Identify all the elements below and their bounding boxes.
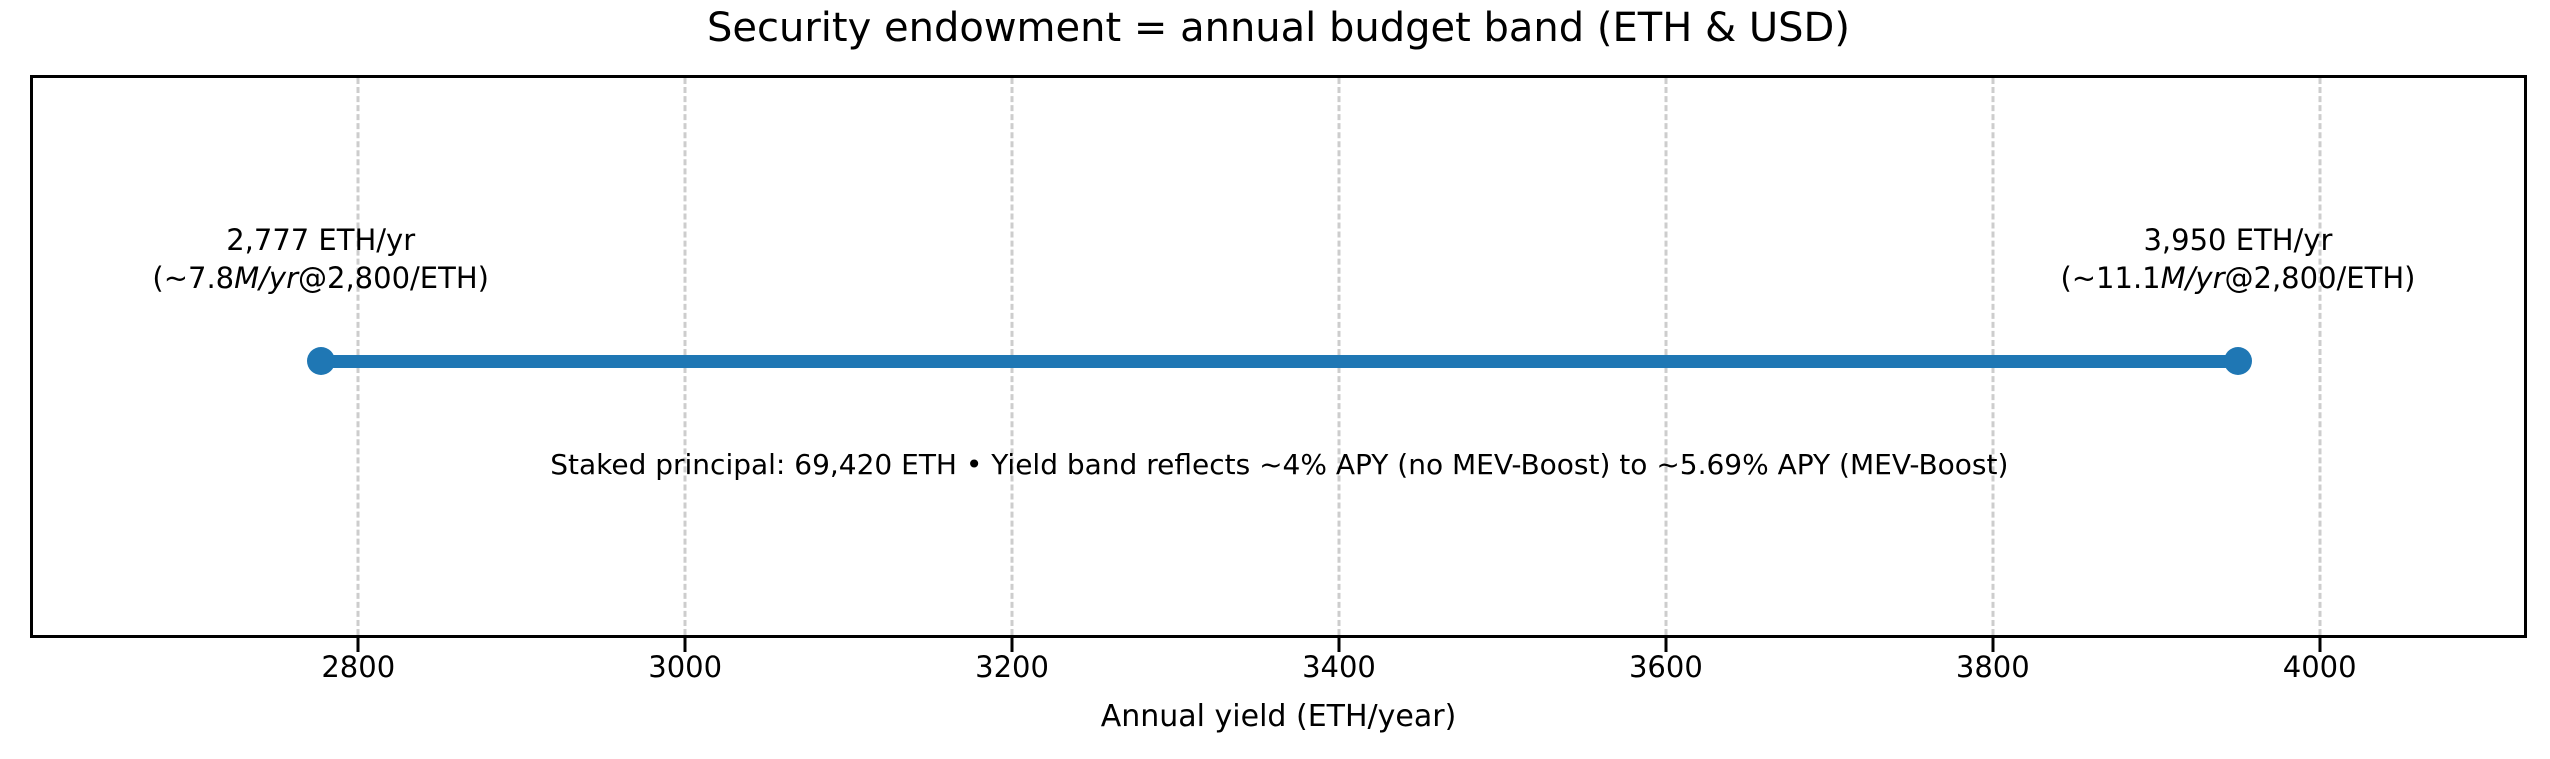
band-max-label-line1: 3,950 ETH/yr: [2143, 223, 2333, 257]
x-tick-label-3000: 3000: [648, 650, 723, 684]
plot-area: 2,777 ETH/yr (~7.8M/yr@2,800/ETH) 3,950 …: [30, 75, 2527, 682]
band-max-label: 3,950 ETH/yr (~11.1M/yr@2,800/ETH): [2060, 221, 2415, 297]
x-tick-4000: [2318, 638, 2322, 652]
x-tick-label-3600: 3600: [1628, 650, 1703, 684]
band-marker-max: [2223, 347, 2252, 375]
x-tick-label-3400: 3400: [1302, 650, 1376, 684]
x-tick-3800: [1991, 638, 1995, 652]
x-tick-3200: [1010, 638, 1014, 652]
x-tick-label-4000: 4000: [2282, 650, 2357, 684]
x-tick-label-2800: 2800: [321, 650, 396, 684]
band-min-label-line2: (~7.8M/yr@2,800/ETH): [152, 261, 489, 295]
x-tick-3600: [1664, 638, 1668, 652]
x-tick-label-3800: 3800: [1955, 650, 2030, 684]
x-tick-3000: [683, 638, 687, 652]
band-marker-min: [306, 347, 335, 375]
band-min-label: 2,777 ETH/yr (~7.8M/yr@2,800/ETH): [152, 221, 489, 297]
band-max-label-line2: (~11.1M/yr@2,800/ETH): [2060, 261, 2416, 295]
gridline-4000: [2318, 78, 2322, 635]
x-tick-label-3200: 3200: [975, 650, 1049, 684]
x-tick-2800: [356, 638, 360, 652]
yield-band-line: [320, 355, 2238, 368]
x-tick-3400: [1337, 638, 1341, 652]
x-axis-label: Annual yield (ETH/year): [1100, 699, 1457, 734]
staked-principal-annotation: Staked principal: 69,420 ETH • Yield ban…: [550, 448, 2009, 481]
chart-title: Security endowment = annual budget band …: [707, 5, 1850, 51]
band-min-label-line1: 2,777 ETH/yr: [226, 223, 416, 257]
